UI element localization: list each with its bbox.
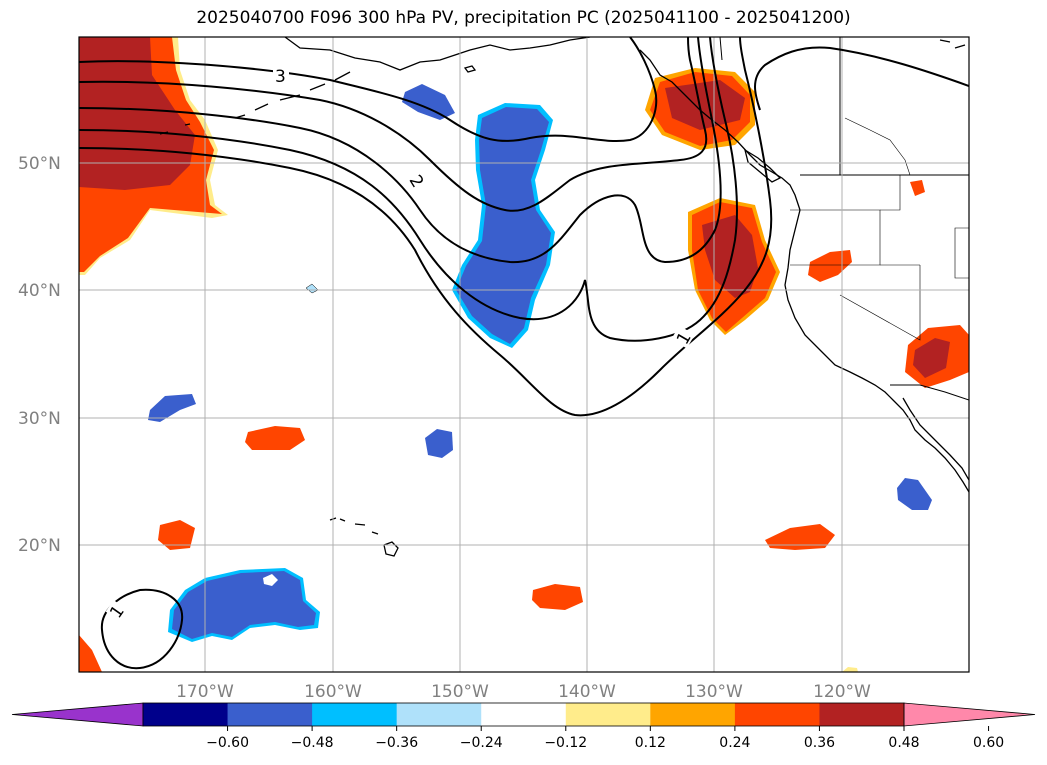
colorbar-tick-label: −0.48 — [291, 735, 334, 751]
lon-label-130w: 130°W — [685, 682, 743, 702]
colorbar-tick-label: −0.36 — [375, 735, 418, 751]
precip-region-sw-corner — [79, 635, 102, 672]
colorbar-tick-label: −0.12 — [544, 735, 587, 751]
lon-label-120w: 120°W — [813, 682, 871, 702]
precip-region-subtropic-4 — [765, 524, 835, 550]
precip-region-hole — [263, 574, 278, 586]
lon-label-140w: 140°W — [558, 682, 616, 702]
pv-contour-labels: 3 2 1 1 — [105, 66, 696, 622]
precip-region-subtropic-3 — [532, 584, 583, 610]
colorbar-segment — [143, 703, 229, 726]
colorbar-segment — [227, 703, 313, 726]
precip-region-rockies-small — [910, 180, 925, 196]
precip-region-negative-tiny — [305, 283, 319, 294]
pv-contour-1-east — [754, 46, 969, 111]
colorbar-extend-low — [11, 702, 144, 727]
precip-region-negative-small-2 — [425, 429, 453, 458]
coast-vancouver-island — [743, 148, 782, 183]
coastlines — [159, 37, 969, 557]
map-area: 3 2 1 1 — [79, 37, 969, 672]
colorbar: −0.60 −0.48 −0.36 −0.24 −0.12 0.12 0.24 0.36 0.4… — [11, 702, 1036, 751]
lat-labels: 50°N 40°N 30°N 20°N — [18, 154, 61, 556]
pv-contour-1 — [79, 37, 738, 342]
border-us-mexico — [890, 384, 969, 401]
lat-label-50: 50°N — [18, 154, 61, 174]
colorbar-tick-label: 0.60 — [973, 735, 1004, 751]
colorbar-segment — [312, 703, 398, 726]
lat-label-20: 20°N — [18, 536, 61, 556]
pv-contour-1-southwest — [100, 588, 184, 670]
precip-region-south-edge — [842, 667, 858, 672]
colorbar-segment — [565, 703, 651, 726]
colorbar-segment — [481, 703, 567, 726]
precip-region-gulf-alaska — [402, 84, 455, 120]
border-alaska-canada — [719, 37, 841, 175]
lon-label-160w: 160°W — [304, 682, 362, 702]
pv-contour-1-outer — [79, 37, 773, 417]
lon-label-170w: 170°W — [176, 682, 234, 702]
lat-label-30: 30°N — [18, 409, 61, 429]
gridlines — [79, 37, 969, 672]
precip-region-subtropic-1 — [245, 426, 305, 450]
page-title: 2025040700 F096 300 hPa PV, precipitatio… — [196, 8, 851, 28]
coast-us-west — [784, 209, 969, 493]
pv-contour-label-3: 3 — [275, 67, 286, 87]
pv-contour-2 — [79, 37, 722, 264]
colorbar-segment — [734, 703, 820, 726]
precip-region-negative-small-1 — [148, 394, 196, 422]
colorbar-segment — [396, 703, 482, 726]
coast-islands — [463, 39, 966, 73]
colorbar-frame — [142, 702, 905, 727]
colorbar-tick-label: 0.48 — [888, 735, 919, 751]
map-frame — [78, 36, 970, 673]
political-borders — [719, 37, 969, 401]
colorbar-tick-label: −0.24 — [460, 735, 503, 751]
lon-labels: 170°W 160°W 150°W 140°W 130°W 120°W — [176, 682, 871, 702]
colorbar-tick-label: 0.24 — [719, 735, 750, 751]
precip-region-negative-small-3 — [897, 478, 932, 510]
colorbar-tick-label: 0.12 — [635, 735, 666, 751]
coast-bc — [639, 49, 801, 211]
precip-region-subtropic-2 — [158, 520, 195, 550]
precip-region-pnw-offshore-max — [702, 215, 758, 298]
state-borders — [790, 117, 969, 341]
coast-alaska — [284, 37, 591, 71]
coast-hawaii — [329, 517, 399, 557]
precip-region-southwest-us-max — [913, 338, 950, 378]
precip-region-central-pacific-core — [456, 107, 551, 344]
colorbar-segment — [819, 703, 905, 726]
precip-region-nw-interior — [808, 250, 852, 282]
colorbar-extend-high — [903, 702, 1036, 727]
precip-region-south-pacific-core — [172, 571, 316, 639]
lon-label-150w: 150°W — [431, 682, 489, 702]
colorbar-tick-label: 0.36 — [804, 735, 835, 751]
coast-baja — [902, 397, 969, 481]
lat-label-40: 40°N — [18, 281, 61, 301]
precip-negative-anomalies — [148, 84, 932, 642]
pv-contour-3-inner — [79, 37, 708, 212]
colorbar-tick-label: −0.60 — [206, 735, 249, 751]
colorbar-segment — [650, 703, 736, 726]
